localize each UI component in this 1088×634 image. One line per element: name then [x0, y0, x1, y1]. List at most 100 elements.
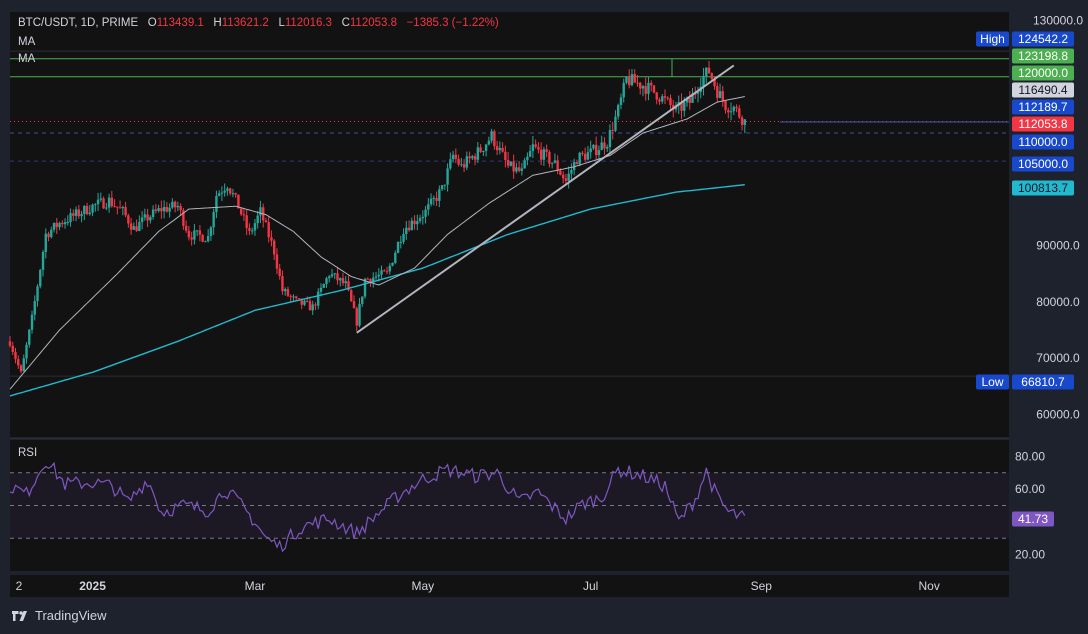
candle-body[interactable] — [99, 198, 103, 200]
candle-body[interactable] — [300, 298, 303, 305]
candle-body[interactable] — [157, 208, 160, 211]
candle-body[interactable] — [72, 213, 75, 216]
candle-body[interactable] — [680, 102, 683, 111]
candle-body[interactable] — [740, 117, 744, 125]
candle-body[interactable] — [289, 295, 292, 297]
candle-body[interactable] — [195, 230, 199, 232]
candle-body[interactable] — [355, 308, 358, 326]
candle-body[interactable] — [47, 233, 50, 238]
candle-body[interactable] — [716, 86, 719, 98]
candle-body[interactable] — [531, 144, 535, 151]
candle-body[interactable] — [226, 188, 229, 191]
candle-body[interactable] — [440, 185, 444, 190]
candle-body[interactable] — [512, 161, 515, 172]
candle-body[interactable] — [328, 276, 331, 279]
candle-body[interactable] — [107, 197, 111, 208]
candle-body[interactable] — [182, 210, 185, 226]
candle-body[interactable] — [278, 268, 281, 277]
candle-body[interactable] — [394, 252, 397, 263]
candle-body[interactable] — [418, 218, 422, 222]
candle-body[interactable] — [572, 162, 576, 171]
candle-body[interactable] — [83, 205, 86, 214]
candle-body[interactable] — [586, 152, 590, 160]
candle-body[interactable] — [696, 92, 700, 94]
candle-body[interactable] — [556, 160, 559, 171]
rsi-indicator-label[interactable]: RSI — [18, 447, 38, 459]
candle-body[interactable] — [154, 209, 158, 211]
candle-body[interactable] — [149, 216, 152, 221]
candle-body[interactable] — [350, 290, 353, 302]
candle-body[interactable] — [311, 304, 314, 311]
candle-body[interactable] — [284, 289, 287, 292]
candle-body[interactable] — [597, 150, 601, 156]
candle-body[interactable] — [570, 170, 573, 174]
candle-body[interactable] — [473, 156, 477, 160]
candle-body[interactable] — [319, 287, 323, 292]
candle-body[interactable] — [537, 146, 540, 150]
candle-body[interactable] — [410, 220, 414, 231]
candle-body[interactable] — [187, 230, 191, 238]
candle-body[interactable] — [732, 106, 735, 112]
candle-body[interactable] — [25, 344, 28, 359]
candle-body[interactable] — [727, 110, 730, 113]
candle-body[interactable] — [52, 222, 56, 230]
candle-body[interactable] — [559, 170, 562, 175]
candle-body[interactable] — [683, 102, 686, 111]
candle-body[interactable] — [248, 228, 251, 231]
candle-body[interactable] — [30, 314, 34, 330]
candle-body[interactable] — [446, 168, 449, 185]
candle-body[interactable] — [561, 174, 565, 179]
candle-body[interactable] — [658, 99, 661, 102]
candle-body[interactable] — [74, 209, 78, 216]
candle-body[interactable] — [339, 278, 342, 281]
candle-body[interactable] — [325, 278, 328, 285]
candle-body[interactable] — [625, 77, 628, 83]
rsi-line[interactable] — [9, 461, 746, 553]
candle-body[interactable] — [468, 156, 471, 159]
candle-body[interactable] — [77, 209, 81, 217]
ma-slow-line[interactable] — [9, 184, 745, 397]
candle-body[interactable] — [396, 242, 400, 253]
candle-body[interactable] — [493, 131, 496, 147]
candle-body[interactable] — [347, 281, 350, 291]
candle-body[interactable] — [738, 108, 741, 118]
candle-body[interactable] — [344, 281, 347, 284]
candle-body[interactable] — [666, 97, 669, 99]
candle-body[interactable] — [105, 207, 108, 209]
candle-body[interactable] — [457, 158, 460, 165]
candle-body[interactable] — [317, 291, 320, 306]
candle-body[interactable] — [143, 214, 147, 218]
candle-body[interactable] — [297, 298, 301, 300]
candle-body[interactable] — [281, 276, 284, 292]
candle-body[interactable] — [416, 221, 419, 225]
candle-body[interactable] — [146, 214, 149, 221]
candle-body[interactable] — [242, 214, 246, 216]
candle-body[interactable] — [534, 144, 537, 147]
candle-body[interactable] — [633, 74, 636, 83]
candle-body[interactable] — [173, 201, 177, 208]
trendline[interactable] — [356, 64, 735, 334]
candle-body[interactable] — [306, 300, 309, 302]
candle-body[interactable] — [605, 147, 609, 149]
candle-body[interactable] — [743, 119, 747, 125]
candle-body[interactable] — [66, 222, 69, 224]
candle-body[interactable] — [520, 168, 524, 171]
candle-body[interactable] — [85, 205, 89, 215]
candle-body[interactable] — [443, 184, 447, 186]
candle-body[interactable] — [237, 194, 240, 209]
candle-body[interactable] — [641, 86, 645, 89]
candle-body[interactable] — [129, 223, 133, 230]
candle-body[interactable] — [523, 160, 526, 169]
candle-body[interactable] — [669, 98, 672, 106]
candle-body[interactable] — [11, 345, 14, 353]
candle-body[interactable] — [135, 226, 138, 231]
candle-body[interactable] — [705, 67, 708, 77]
candle-body[interactable] — [542, 149, 546, 160]
candle-body[interactable] — [140, 217, 144, 223]
candle-body[interactable] — [239, 208, 243, 215]
candle-body[interactable] — [388, 265, 391, 272]
candle-body[interactable] — [61, 222, 64, 225]
candle-body[interactable] — [39, 269, 42, 287]
candle-body[interactable] — [272, 240, 276, 255]
